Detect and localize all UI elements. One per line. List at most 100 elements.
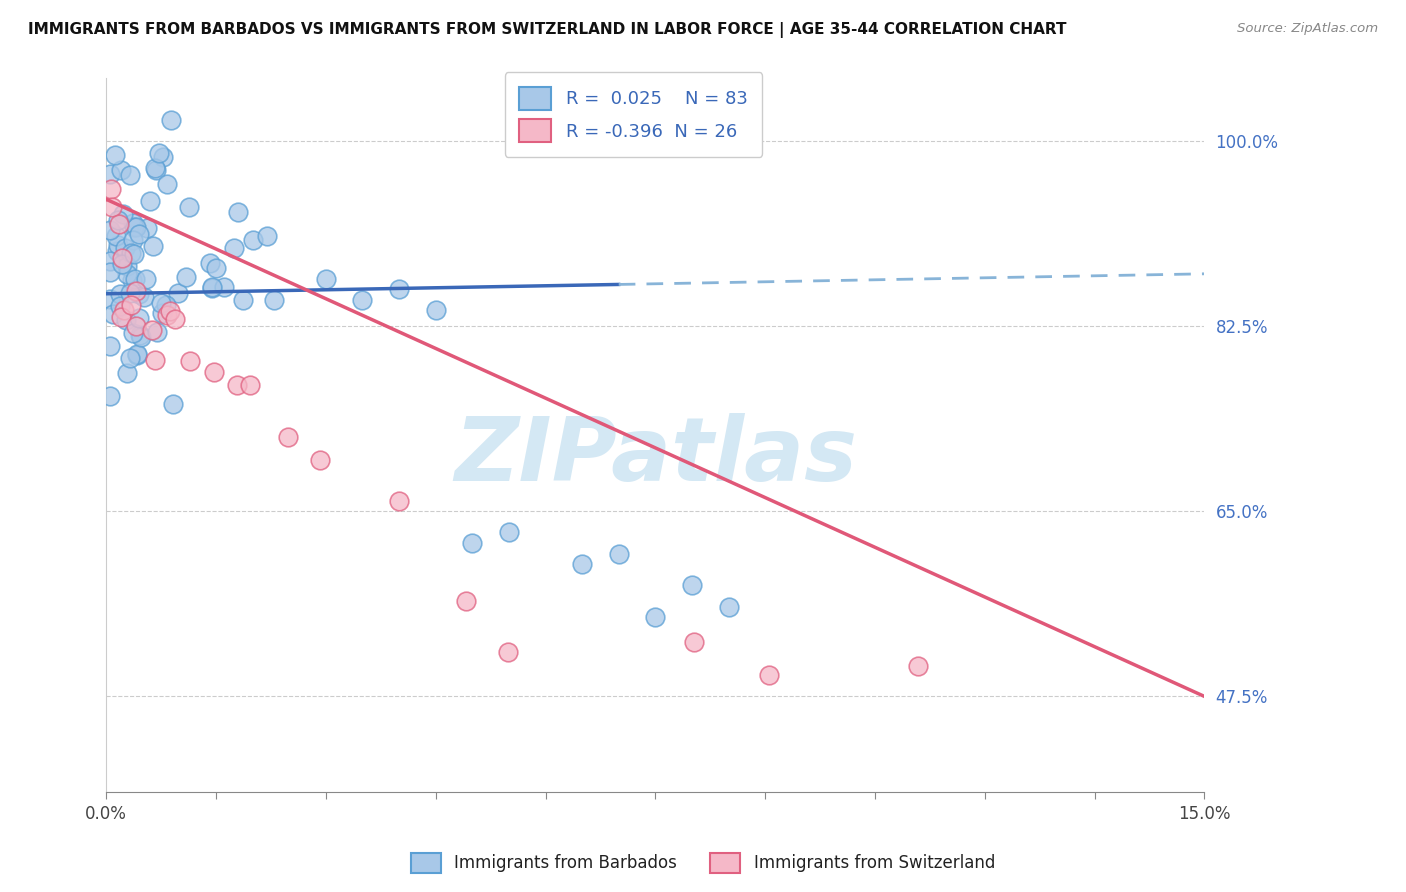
Point [143,353,166,368]
Text: Source: ZipAtlas.com: Source: ZipAtlas.com [1237,22,1378,36]
Point [128,310,150,325]
Point [177,200,200,214]
Point [212,279,235,293]
Point [174,270,197,285]
Point [135,221,157,235]
Point [108,217,131,231]
Point [226,378,249,392]
Point [159,304,181,318]
Point [148,146,170,161]
Point [232,293,254,308]
Point [152,149,174,163]
Point [108,287,131,301]
Point [388,282,411,296]
Point [239,377,262,392]
Point [124,247,146,261]
Point [111,257,134,271]
Point [201,281,224,295]
Point [644,610,666,624]
Point [125,219,148,234]
Point [125,319,148,334]
Point [110,310,132,324]
Point [114,241,136,255]
Point [98,222,121,236]
Point [683,634,706,648]
Point [166,285,188,300]
Point [111,206,134,220]
Point [388,494,411,508]
Point [120,298,142,312]
Point [717,599,740,614]
Point [121,326,143,340]
Point [156,308,179,322]
Point [122,220,145,235]
Point [681,578,703,592]
Point [118,351,141,366]
Legend: Immigrants from Barbados, Immigrants from Switzerland: Immigrants from Barbados, Immigrants fro… [404,847,1002,880]
Point [156,177,179,191]
Point [110,163,132,178]
Point [907,659,929,673]
Point [150,305,173,319]
Point [115,312,138,326]
Point [142,239,165,253]
Point [277,430,299,444]
Point [162,397,184,411]
Point [105,228,128,243]
Point [143,161,166,176]
Point [179,354,201,368]
Point [98,253,121,268]
Point [200,280,222,294]
Point [112,302,135,317]
Point [104,148,127,162]
Point [205,261,228,276]
Point [139,194,162,208]
Point [222,242,245,256]
Point [125,347,148,361]
Point [100,265,122,279]
Point [149,296,172,310]
Point [124,271,146,285]
Point [315,271,337,285]
Point [607,547,630,561]
Point [111,251,134,265]
Point [135,271,157,285]
Point [758,668,780,682]
Point [117,259,139,273]
Point [121,216,143,230]
Point [120,286,142,301]
Point [352,293,374,307]
Point [496,645,519,659]
Point [454,593,477,607]
Point [115,267,138,281]
Text: IMMIGRANTS FROM BARBADOS VS IMMIGRANTS FROM SWITZERLAND IN LABOR FORCE | AGE 35-: IMMIGRANTS FROM BARBADOS VS IMMIGRANTS F… [28,22,1067,38]
Point [115,366,138,380]
Point [101,307,124,321]
Text: ZIPatlas: ZIPatlas [454,413,856,500]
Point [498,525,520,540]
Point [256,229,278,244]
Point [309,452,332,467]
Point [98,168,121,182]
Point [129,330,152,344]
Point [461,536,484,550]
Point [202,365,225,379]
Point [425,303,447,318]
Point [125,284,148,298]
Point [155,298,177,312]
Point [110,299,132,313]
Point [571,558,593,572]
Point [98,292,121,306]
Point [145,163,167,178]
Point [107,237,129,252]
Point [98,338,121,352]
Point [242,233,264,247]
Point [200,255,222,269]
Point [263,293,285,307]
Point [105,244,128,258]
Point [125,348,148,362]
Point [101,200,124,214]
Point [165,312,187,326]
Point [132,290,155,304]
Point [128,227,150,242]
